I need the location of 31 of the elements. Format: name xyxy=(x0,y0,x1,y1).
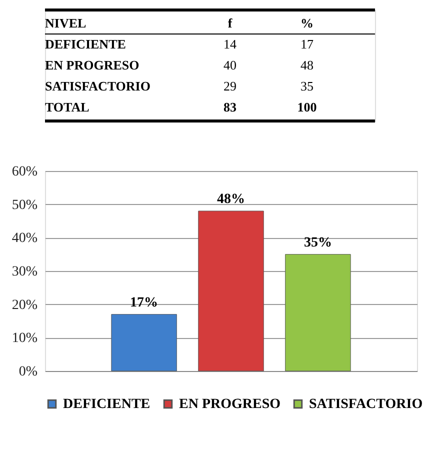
text: 17 xyxy=(300,36,314,52)
y-tick-label: 60% xyxy=(12,164,38,180)
y-tick-label: 20% xyxy=(12,298,38,313)
legend-label: EN PROGRESO xyxy=(179,397,281,412)
legend-label: DEFICIENTE xyxy=(63,397,150,412)
text: 35 xyxy=(300,78,314,94)
text: TOTAL xyxy=(45,100,90,114)
text: EN PROGRESO xyxy=(45,58,140,72)
text: SATISFACTORIO xyxy=(45,78,150,94)
text: DEFICIENTE xyxy=(45,36,126,52)
bar xyxy=(285,254,351,372)
text: 48 xyxy=(300,58,314,72)
y-tick-label: 30% xyxy=(12,264,38,280)
y-tick-label: 50% xyxy=(12,198,38,213)
text: 83 xyxy=(224,100,237,114)
text: 100 xyxy=(297,100,317,114)
y-tick-label: 40% xyxy=(12,231,38,246)
y-tick-label: 10% xyxy=(12,331,38,346)
text: NIVEL xyxy=(45,16,87,30)
text: f xyxy=(228,16,233,30)
text: 29 xyxy=(224,78,236,94)
data-label: 17% xyxy=(130,295,158,310)
data-label: 35% xyxy=(304,235,332,250)
bar xyxy=(198,210,264,372)
text: % xyxy=(300,16,314,30)
data-label: 48% xyxy=(217,192,245,207)
y-tick-label: 0% xyxy=(18,364,38,380)
text: 14 xyxy=(224,36,237,52)
bar xyxy=(111,314,177,372)
legend-label: SATISFACTORIO xyxy=(309,397,423,412)
text: 40 xyxy=(224,58,236,72)
